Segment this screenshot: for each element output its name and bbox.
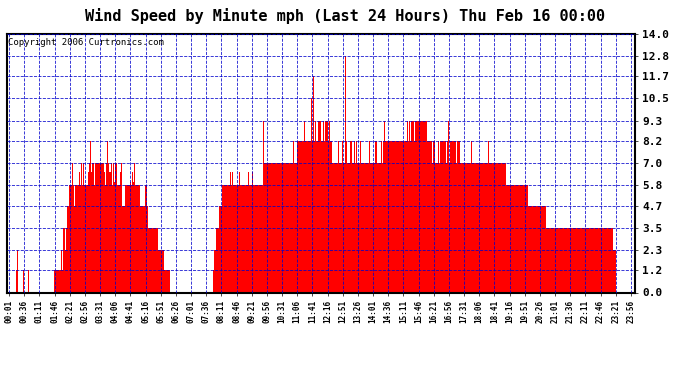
- Text: Wind Speed by Minute mph (Last 24 Hours) Thu Feb 16 00:00: Wind Speed by Minute mph (Last 24 Hours)…: [85, 8, 605, 24]
- Text: Copyright 2006 Curtronics.com: Copyright 2006 Curtronics.com: [8, 38, 164, 46]
